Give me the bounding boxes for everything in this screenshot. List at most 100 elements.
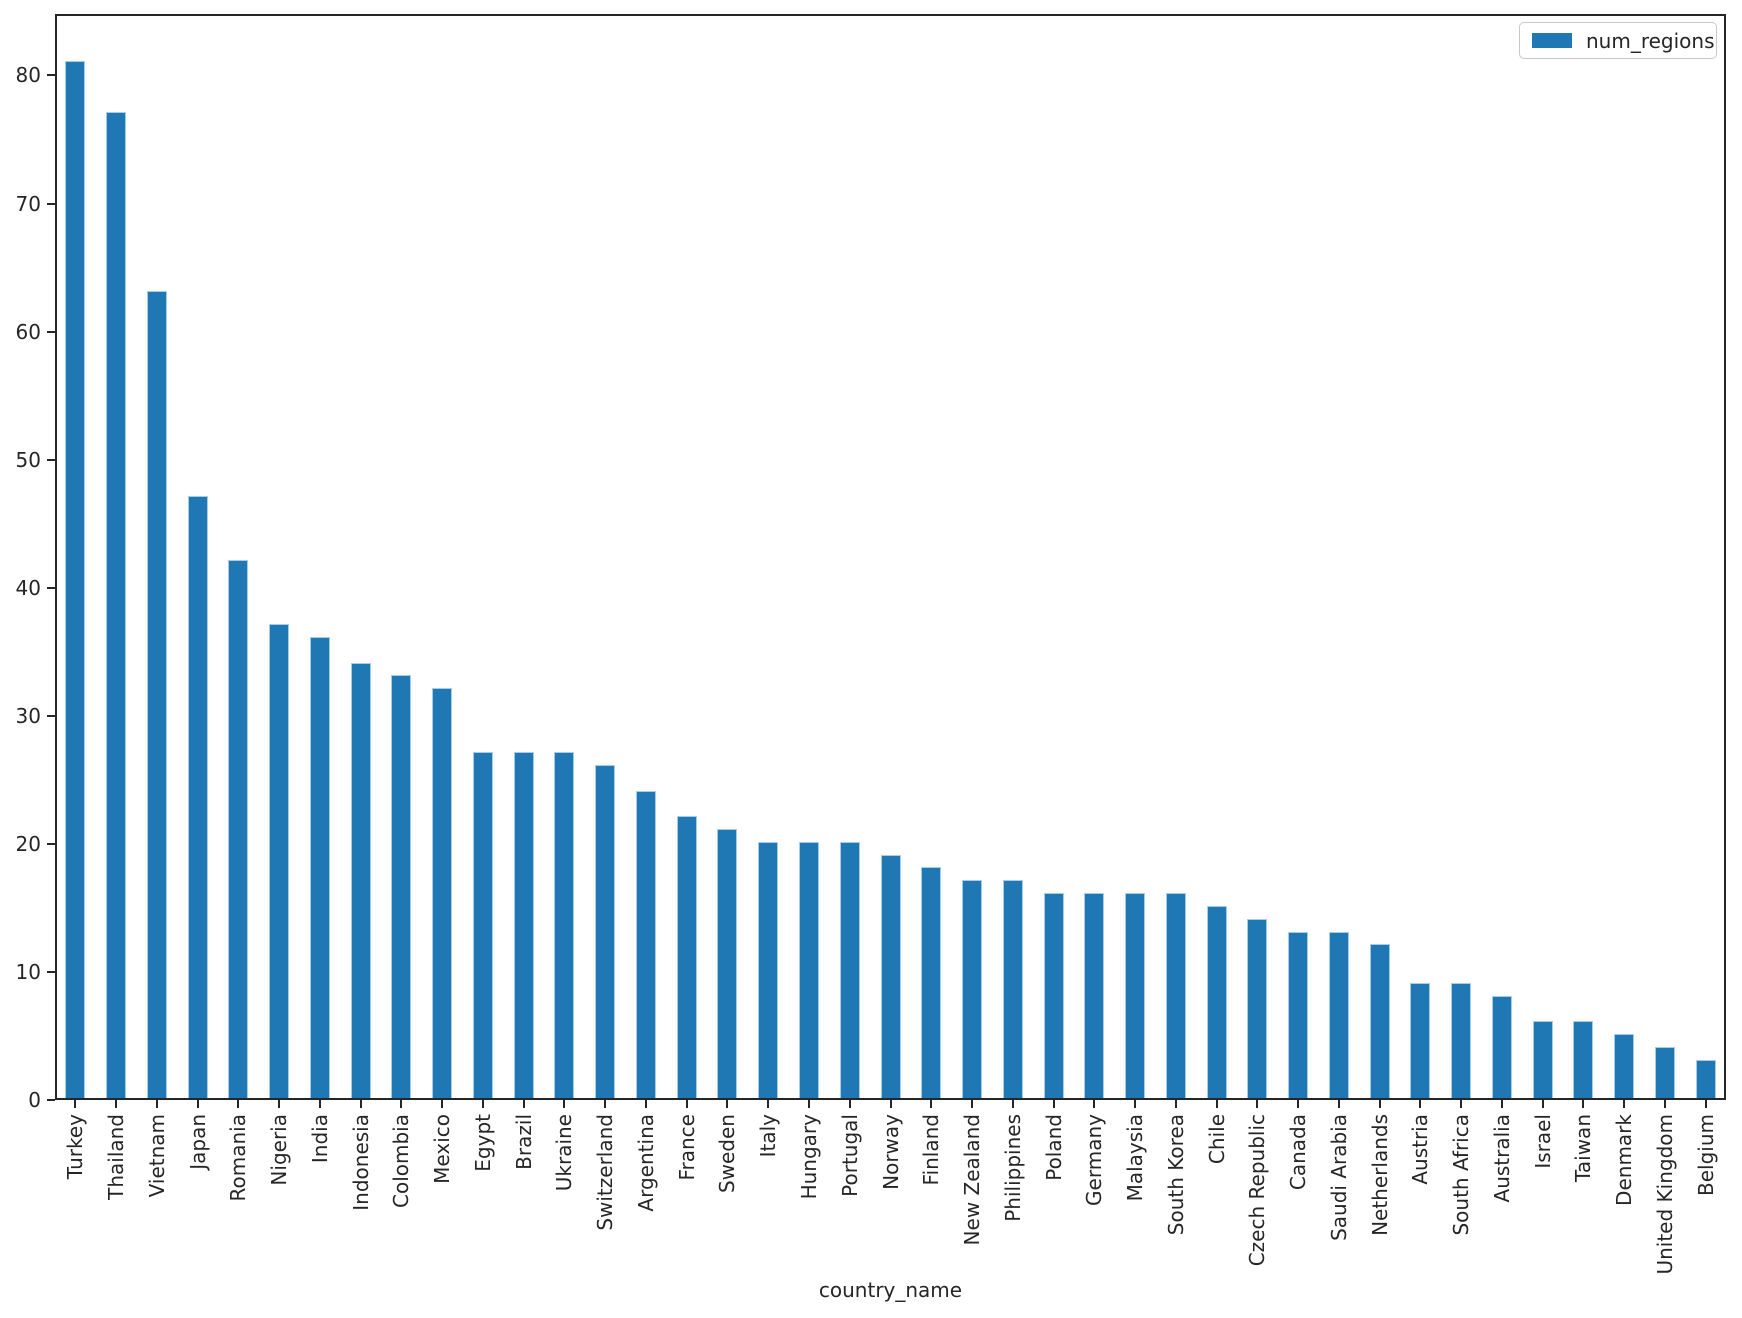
y-tick-label: 80: [15, 63, 41, 87]
x-tick: [197, 1100, 199, 1108]
bar: [717, 829, 737, 1098]
bar: [636, 791, 656, 1098]
y-tick-label: 60: [15, 320, 41, 344]
x-tick: [400, 1100, 402, 1108]
bar: [1084, 893, 1104, 1098]
x-tick-label: Japan: [186, 1114, 210, 1170]
x-tick-label: Finland: [919, 1114, 943, 1186]
x-tick-label: Portugal: [838, 1114, 862, 1197]
x-tick: [767, 1100, 769, 1108]
y-tick: [47, 203, 55, 205]
x-tick-label: Canada: [1286, 1114, 1310, 1191]
y-tick-label: 20: [15, 832, 41, 856]
x-tick: [890, 1100, 892, 1108]
x-tick: [1297, 1100, 1299, 1108]
x-tick: [1134, 1100, 1136, 1108]
x-tick-label: Denmark: [1612, 1114, 1636, 1206]
y-tick: [47, 459, 55, 461]
x-tick-label: Thailand: [104, 1114, 128, 1200]
x-tick: [1542, 1100, 1544, 1108]
x-tick: [930, 1100, 932, 1108]
x-tick-label: Saudi Arabia: [1327, 1114, 1351, 1241]
x-tick-label: Germany: [1082, 1114, 1106, 1206]
x-tick-label: Brazil: [512, 1114, 536, 1170]
bar: [1329, 932, 1349, 1098]
x-tick: [1623, 1100, 1625, 1108]
bar: [1451, 983, 1471, 1098]
bar: [351, 663, 371, 1098]
x-tick-label: Australia: [1490, 1114, 1514, 1203]
x-tick: [604, 1100, 606, 1108]
y-tick-label: 70: [15, 192, 41, 216]
bar: [595, 765, 615, 1098]
x-tick-label: Chile: [1205, 1114, 1229, 1165]
x-tick: [441, 1100, 443, 1108]
y-tick: [47, 1099, 55, 1101]
x-tick: [1501, 1100, 1503, 1108]
y-tick-label: 30: [15, 704, 41, 728]
x-tick: [278, 1100, 280, 1108]
bar: [391, 675, 411, 1098]
x-tick: [1012, 1100, 1014, 1108]
x-tick-label: Indonesia: [349, 1114, 373, 1211]
x-tick: [1175, 1100, 1177, 1108]
x-tick: [360, 1100, 362, 1108]
x-tick-label: Nigeria: [267, 1114, 291, 1186]
x-tick: [1419, 1100, 1421, 1108]
x-tick-label: Argentina: [634, 1114, 658, 1212]
bar: [188, 496, 208, 1098]
y-tick: [47, 587, 55, 589]
bar: [228, 560, 248, 1098]
y-tick-label: 10: [15, 960, 41, 984]
legend-label: num_regions: [1586, 28, 1715, 53]
bar: [65, 61, 85, 1098]
x-tick-label: France: [675, 1114, 699, 1181]
legend: num_regions: [1519, 22, 1717, 59]
bar: [758, 842, 778, 1098]
x-tick: [482, 1100, 484, 1108]
x-tick: [1664, 1100, 1666, 1108]
x-tick: [645, 1100, 647, 1108]
y-tick: [47, 843, 55, 845]
y-tick: [47, 74, 55, 76]
bar: [1533, 1021, 1553, 1098]
x-tick-label: Sweden: [715, 1114, 739, 1194]
x-tick: [686, 1100, 688, 1108]
bar: [962, 880, 982, 1098]
x-tick-label: Norway: [879, 1114, 903, 1190]
x-tick: [1053, 1100, 1055, 1108]
x-tick-label: Italy: [756, 1114, 780, 1158]
x-tick-label: Czech Republic: [1245, 1114, 1269, 1267]
y-tick: [47, 971, 55, 973]
x-tick-label: Malaysia: [1123, 1114, 1147, 1202]
x-tick: [1093, 1100, 1095, 1108]
x-tick-label: Philippines: [1001, 1114, 1025, 1222]
x-tick: [1705, 1100, 1707, 1108]
y-tick: [47, 715, 55, 717]
bar: [554, 752, 574, 1098]
bar: [1207, 906, 1227, 1098]
bar: [1655, 1047, 1675, 1098]
y-tick-label: 40: [15, 576, 41, 600]
bar: [432, 688, 452, 1098]
x-tick: [1256, 1100, 1258, 1108]
bar: [881, 855, 901, 1098]
bar: [799, 842, 819, 1098]
x-tick: [237, 1100, 239, 1108]
x-tick-label: United Kingdom: [1653, 1114, 1677, 1275]
bar: [677, 816, 697, 1098]
x-tick: [849, 1100, 851, 1108]
x-tick-label: Hungary: [797, 1114, 821, 1200]
x-tick-label: Mexico: [430, 1114, 454, 1184]
x-tick: [156, 1100, 158, 1108]
bar: [1696, 1060, 1716, 1098]
bar: [473, 752, 493, 1098]
bar: [1166, 893, 1186, 1098]
bar: [1247, 919, 1267, 1098]
x-tick: [523, 1100, 525, 1108]
x-tick-label: Switzerland: [593, 1114, 617, 1231]
x-tick-label: Poland: [1042, 1114, 1066, 1181]
x-tick-label: Vietnam: [145, 1114, 169, 1198]
x-tick: [115, 1100, 117, 1108]
x-tick-label: Romania: [226, 1114, 250, 1202]
